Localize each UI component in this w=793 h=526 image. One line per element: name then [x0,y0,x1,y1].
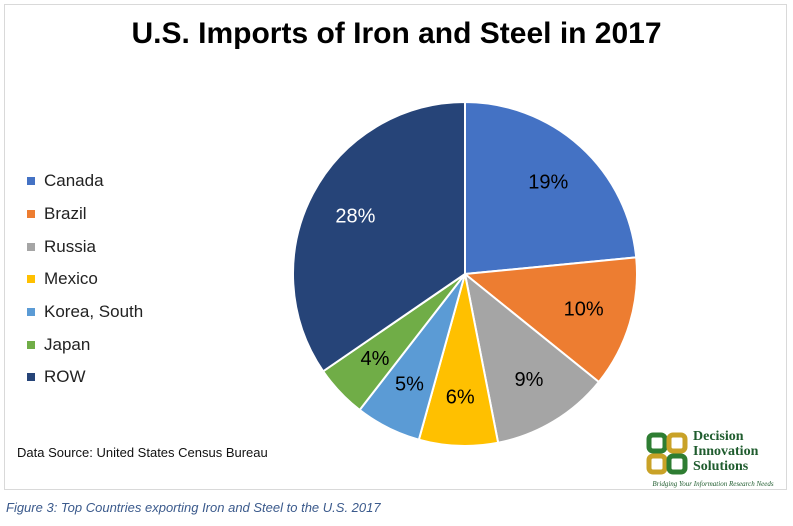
slice-label: 9% [515,369,544,391]
pie-slice [292,100,466,373]
legend: Canada Brazil Russia Mexico Korea, South Japa… [27,165,143,394]
slice-label: 5% [395,374,424,396]
legend-item: Russia [27,230,143,263]
slice-label: 6% [446,387,475,409]
chart-title: U.S. Imports of Iron and Steel in 2017 [131,17,662,50]
pie-slice [463,271,601,444]
legend-label: Mexico [44,269,98,289]
slice-label: 19% [528,171,568,193]
legend-swatch [27,340,35,349]
legend-swatch [27,177,35,186]
legend-item: Korea, South [27,296,143,329]
logo-line-3: Solutions [693,459,749,474]
pie-slice [464,100,638,276]
pie-slice [462,256,638,384]
figure-caption: Figure 3: Top Countries exporting Iron a… [6,500,381,515]
legend-label: Russia [44,236,96,256]
legend-item: Japan [27,328,143,361]
legend-swatch [27,373,35,382]
knot-emblem-icon [646,432,688,475]
legend-label: ROW [44,367,86,387]
legend-swatch [27,210,35,219]
chart-frame: U.S. Imports of Iron and Steel in 2017 C… [4,4,787,490]
legend-item: Canada [27,165,143,198]
legend-label: Brazil [44,204,87,224]
logo-line-1: Decision [693,429,744,444]
slice-label: 28% [335,205,375,227]
legend-item: Mexico [27,263,143,296]
logo-tagline: Bridging Your Information Research Needs [652,480,774,488]
legend-swatch [27,275,35,284]
company-logo: Decision Innovation Solutions Bridging Y… [641,425,781,491]
legend-label: Japan [44,334,91,354]
logo-name: Decision Innovation Solutions [693,429,758,474]
pie-chart: 19% 10% 9% 6% 5% 4% 28% [292,100,638,447]
legend-label: Korea, South [44,302,144,322]
legend-swatch [27,308,35,317]
legend-item: ROW [27,361,143,394]
legend-swatch [27,242,35,251]
slice-label: 10% [564,299,604,321]
legend-label: Canada [44,171,104,191]
logo-line-2: Innovation [693,444,759,459]
slice-label: 4% [360,348,389,370]
legend-item: Brazil [27,198,143,231]
source-note: Data Source: United States Census Bureau [17,445,268,460]
